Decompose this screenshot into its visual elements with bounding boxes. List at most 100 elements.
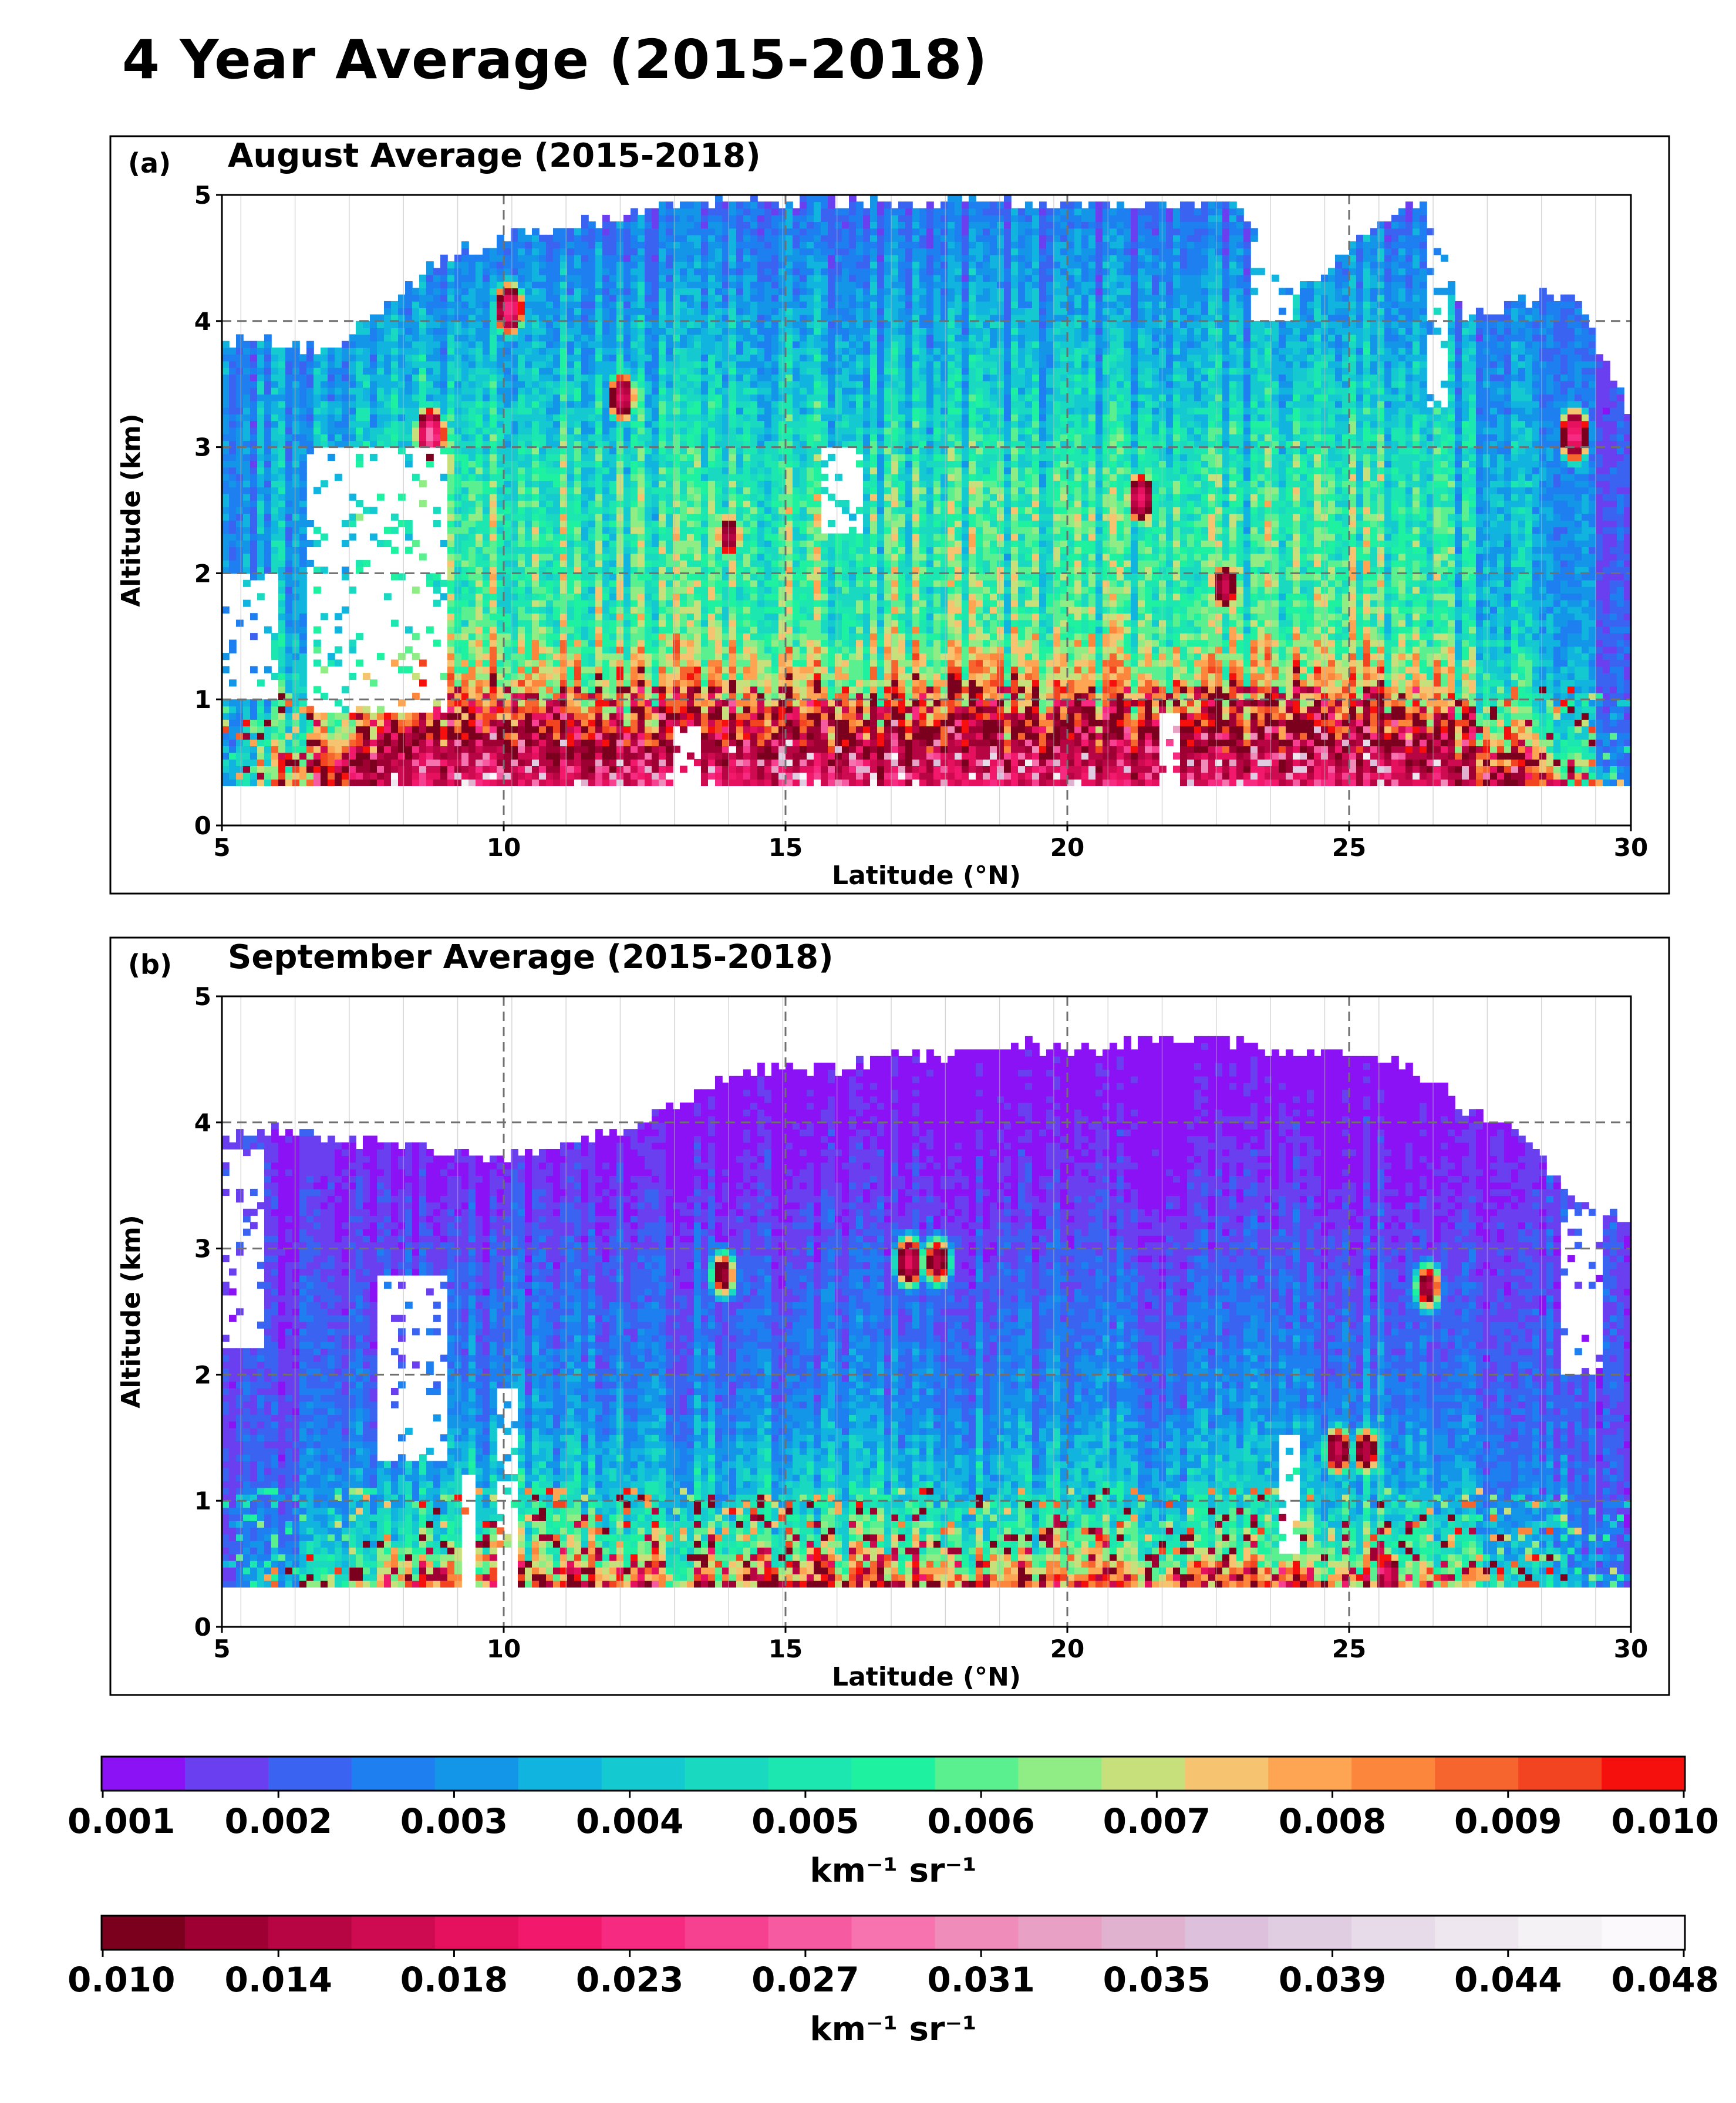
- heat-cell: [257, 480, 265, 488]
- heat-cell: [645, 659, 652, 667]
- heat-cell: [588, 453, 596, 461]
- heat-cell: [623, 686, 631, 693]
- heat-cell: [645, 633, 652, 641]
- heat-cell: [581, 407, 589, 414]
- heat-cell: [278, 440, 286, 448]
- heat-cell: [546, 553, 554, 561]
- heat-cell: [370, 739, 377, 747]
- heat-cell: [222, 360, 230, 368]
- heat-cell: [468, 407, 476, 414]
- heat-cell: [595, 414, 603, 422]
- heat-cell: [659, 294, 666, 302]
- heat-cell: [461, 666, 469, 673]
- heat-cell: [440, 348, 448, 355]
- heat-cell: [468, 599, 476, 607]
- heat-cell: [659, 613, 666, 621]
- heat-cell: [384, 739, 392, 747]
- heat-cell: [250, 573, 258, 581]
- heat-cell: [497, 599, 504, 607]
- heat-cell: [391, 513, 399, 521]
- heat-cell: [694, 208, 702, 215]
- heat-cell: [532, 726, 540, 733]
- heat-cell: [476, 261, 483, 269]
- heat-cell: [708, 520, 716, 528]
- heat-cell: [638, 547, 645, 554]
- heat-cell: [370, 314, 377, 322]
- heat-cell: [299, 553, 307, 561]
- heat-cell: [504, 527, 511, 534]
- heat-cell: [299, 394, 307, 402]
- heat-cell: [490, 288, 497, 295]
- heat-cell: [483, 473, 490, 481]
- heat-cell: [490, 659, 497, 667]
- heat-cell: [708, 334, 716, 342]
- heat-cell: [595, 772, 603, 780]
- heat-cell: [511, 334, 518, 342]
- heat-cell: [440, 288, 448, 295]
- heat-cell: [511, 752, 518, 760]
- heat-cell: [490, 400, 497, 408]
- heat-cell: [680, 599, 687, 607]
- heat-cell: [398, 427, 406, 434]
- heat-cell: [539, 500, 547, 508]
- heat-cell: [687, 673, 695, 680]
- heat-cell: [546, 254, 554, 262]
- heat-cell: [645, 400, 652, 408]
- heat-cell: [229, 679, 237, 687]
- heat-cell: [666, 268, 673, 275]
- heat-cell: [736, 699, 744, 707]
- heat-cell: [532, 367, 540, 375]
- heat-cell: [497, 752, 504, 760]
- heat-cell: [694, 447, 702, 454]
- heat-cell: [236, 712, 244, 720]
- heat-cell: [447, 712, 455, 720]
- heat-cell: [652, 560, 659, 567]
- heat-cell: [278, 692, 286, 700]
- heat-cell: [553, 746, 561, 753]
- heat-cell: [363, 394, 370, 402]
- heat-cell: [645, 328, 652, 335]
- heat-cell: [468, 301, 476, 308]
- heat-cell: [264, 540, 272, 547]
- heat-cell: [708, 360, 716, 368]
- heat-cell: [680, 587, 687, 594]
- heat-cell: [581, 440, 589, 448]
- heat-cell: [476, 507, 483, 514]
- heat-cell: [490, 579, 497, 587]
- heat-cell: [454, 261, 462, 269]
- heat-cell: [490, 726, 497, 733]
- heat-cell: [581, 679, 589, 687]
- heat-cell: [701, 646, 709, 653]
- heat-cell: [581, 533, 589, 541]
- heat-cell: [680, 334, 687, 342]
- heat-cell: [504, 427, 511, 434]
- heat-cell: [426, 573, 434, 581]
- heat-cell: [342, 360, 349, 368]
- heat-cell: [680, 254, 687, 262]
- heat-cell: [623, 394, 631, 402]
- heat-cell: [483, 314, 490, 322]
- heat-cell: [229, 520, 237, 528]
- heat-cell: [729, 387, 737, 395]
- heat-cell: [638, 500, 645, 508]
- heat-cell: [419, 294, 427, 302]
- heat-cell: [321, 367, 328, 375]
- heat-cell: [729, 380, 737, 388]
- heat-cell: [328, 400, 335, 408]
- heat-cell: [652, 334, 659, 342]
- heat-cell: [398, 354, 406, 362]
- heat-cell: [497, 427, 504, 434]
- heat-cell: [504, 579, 511, 587]
- heat-cell: [567, 301, 575, 308]
- heat-cell: [511, 321, 518, 328]
- heat-cell: [504, 766, 511, 773]
- heat-cell: [342, 374, 349, 382]
- heat-cell: [659, 414, 666, 422]
- heat-cell: [631, 553, 638, 561]
- heat-cell: [701, 487, 709, 494]
- heat-cell: [546, 732, 554, 740]
- heat-cell: [292, 706, 300, 713]
- heat-cell: [511, 633, 518, 641]
- heat-cell: [461, 706, 469, 713]
- heat-cell: [461, 420, 469, 428]
